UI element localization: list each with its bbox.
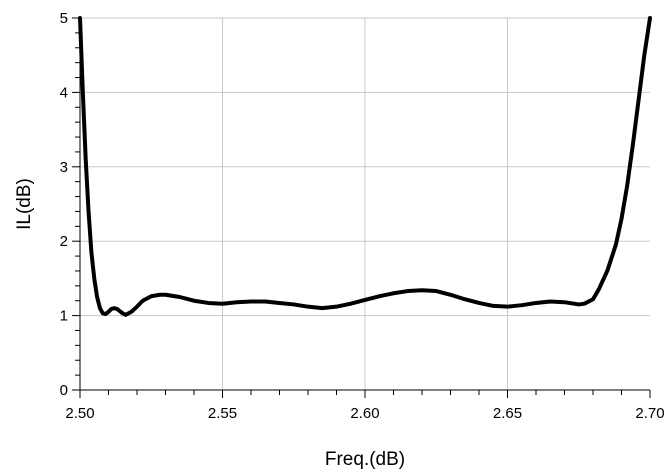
x-tick-label: 2.50 <box>65 405 94 422</box>
y-tick-label: 3 <box>60 159 68 176</box>
x-axis-title: Freq.(dB) <box>325 449 405 470</box>
grid-lines <box>80 17 650 390</box>
y-tick-label: 5 <box>60 10 68 27</box>
tick-labels: 2.50 2.55 2.60 2.65 2.70 0 1 2 3 4 5 <box>60 10 665 422</box>
series-line-insertion-loss <box>78 16 652 317</box>
x-tick-label: 2.55 <box>208 405 237 422</box>
x-tick-label: 2.60 <box>350 405 379 422</box>
x-tick-label: 2.65 <box>493 405 522 422</box>
y-tick-label: 4 <box>60 84 68 101</box>
y-axis-title: IL(dB) <box>14 178 35 230</box>
x-tick-label: 2.70 <box>635 405 664 422</box>
major-ticks <box>72 17 651 398</box>
y-tick-label: 1 <box>60 308 68 325</box>
y-tick-label: 2 <box>60 233 68 250</box>
y-tick-label: 0 <box>60 382 68 399</box>
